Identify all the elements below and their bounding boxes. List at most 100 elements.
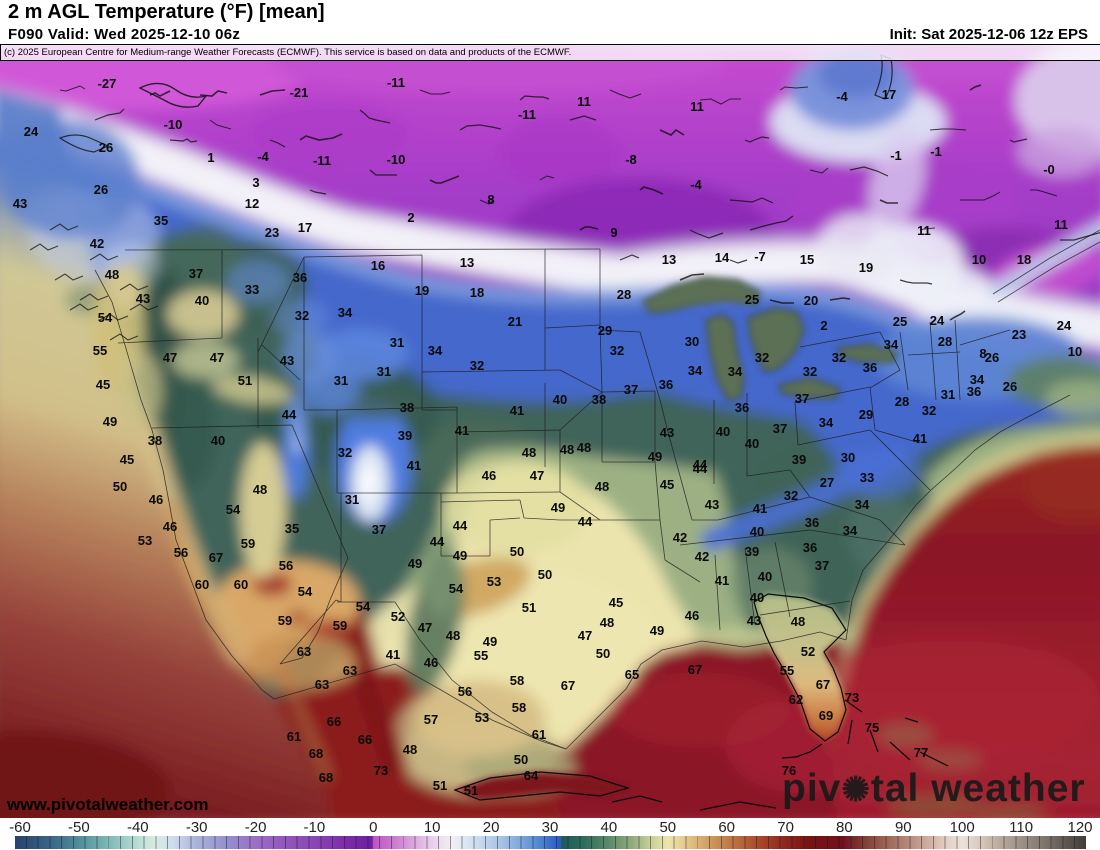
svg-text:44: 44	[693, 461, 708, 476]
svg-text:3: 3	[252, 175, 259, 190]
svg-text:42: 42	[90, 236, 104, 251]
svg-text:63: 63	[297, 644, 311, 659]
svg-text:48: 48	[791, 614, 805, 629]
svg-text:-1: -1	[890, 148, 902, 163]
svg-text:39: 39	[398, 428, 412, 443]
svg-text:31: 31	[334, 373, 348, 388]
svg-text:48: 48	[560, 442, 574, 457]
svg-text:38: 38	[400, 400, 414, 415]
svg-text:61: 61	[532, 727, 546, 742]
svg-text:38: 38	[592, 392, 606, 407]
svg-text:58: 58	[510, 673, 524, 688]
svg-text:47: 47	[210, 350, 224, 365]
svg-text:60: 60	[234, 577, 248, 592]
svg-text:37: 37	[795, 391, 809, 406]
svg-text:37: 37	[189, 266, 203, 281]
svg-text:46: 46	[482, 468, 496, 483]
svg-text:56: 56	[458, 684, 472, 699]
svg-text:48: 48	[577, 440, 591, 455]
svg-text:-21: -21	[290, 85, 309, 100]
svg-text:49: 49	[103, 414, 117, 429]
svg-text:40: 40	[750, 590, 764, 605]
svg-text:68: 68	[309, 746, 323, 761]
svg-text:59: 59	[241, 536, 255, 551]
svg-text:34: 34	[884, 337, 899, 352]
svg-text:29: 29	[859, 407, 873, 422]
svg-text:41: 41	[386, 647, 400, 662]
svg-text:38: 38	[148, 433, 162, 448]
svg-text:-10: -10	[387, 152, 406, 167]
svg-text:34: 34	[843, 523, 858, 538]
svg-text:55: 55	[780, 663, 794, 678]
svg-text:40: 40	[211, 433, 225, 448]
svg-text:26: 26	[94, 182, 108, 197]
svg-text:41: 41	[455, 423, 469, 438]
svg-text:43: 43	[660, 425, 674, 440]
svg-text:66: 66	[358, 732, 372, 747]
svg-text:49: 49	[453, 548, 467, 563]
svg-text:8: 8	[979, 346, 986, 361]
svg-text:13: 13	[460, 255, 474, 270]
svg-text:58: 58	[512, 700, 526, 715]
svg-text:37: 37	[773, 421, 787, 436]
svg-text:15: 15	[800, 252, 814, 267]
svg-text:34: 34	[728, 364, 743, 379]
svg-text:59: 59	[278, 613, 292, 628]
svg-text:43: 43	[705, 497, 719, 512]
svg-text:32: 32	[610, 343, 624, 358]
svg-text:50: 50	[596, 646, 610, 661]
svg-text:31: 31	[345, 492, 359, 507]
svg-text:32: 32	[784, 488, 798, 503]
svg-text:39: 39	[792, 452, 806, 467]
svg-text:-8: -8	[625, 152, 637, 167]
svg-text:10: 10	[1068, 344, 1082, 359]
svg-text:2: 2	[820, 318, 827, 333]
svg-text:40: 40	[195, 293, 209, 308]
svg-text:36: 36	[863, 360, 877, 375]
svg-text:26: 26	[1003, 379, 1017, 394]
svg-text:46: 46	[685, 608, 699, 623]
svg-text:46: 46	[149, 492, 163, 507]
svg-text:13: 13	[662, 252, 676, 267]
svg-text:19: 19	[415, 283, 429, 298]
svg-text:49: 49	[551, 500, 565, 515]
svg-text:69: 69	[819, 708, 833, 723]
svg-text:41: 41	[753, 501, 767, 516]
svg-text:50: 50	[510, 544, 524, 559]
svg-text:46: 46	[163, 519, 177, 534]
svg-text:33: 33	[245, 282, 259, 297]
svg-text:32: 32	[755, 350, 769, 365]
svg-text:36: 36	[803, 540, 817, 555]
svg-text:10: 10	[972, 252, 986, 267]
svg-text:59: 59	[333, 618, 347, 633]
svg-text:46: 46	[424, 655, 438, 670]
svg-text:37: 37	[372, 522, 386, 537]
svg-text:34: 34	[970, 372, 985, 387]
svg-text:41: 41	[715, 573, 729, 588]
svg-text:48: 48	[522, 445, 536, 460]
svg-text:31: 31	[377, 364, 391, 379]
svg-text:49: 49	[408, 556, 422, 571]
svg-text:26: 26	[985, 350, 999, 365]
svg-text:14: 14	[715, 250, 730, 265]
svg-text:20: 20	[804, 293, 818, 308]
svg-text:67: 67	[816, 677, 830, 692]
svg-text:48: 48	[105, 267, 119, 282]
svg-text:43: 43	[13, 196, 27, 211]
svg-text:34: 34	[819, 415, 834, 430]
svg-text:42: 42	[695, 549, 709, 564]
svg-text:39: 39	[745, 544, 759, 559]
svg-text:-11: -11	[313, 153, 331, 168]
svg-text:73: 73	[845, 690, 859, 705]
svg-text:48: 48	[253, 482, 267, 497]
svg-text:44: 44	[282, 407, 297, 422]
svg-text:50: 50	[514, 752, 528, 767]
svg-text:45: 45	[96, 377, 110, 392]
svg-text:54: 54	[356, 599, 371, 614]
svg-text:-11: -11	[518, 107, 536, 122]
svg-text:65: 65	[625, 667, 639, 682]
svg-text:-7: -7	[754, 249, 766, 264]
svg-text:67: 67	[561, 678, 575, 693]
svg-text:-4: -4	[257, 149, 269, 164]
svg-text:11: 11	[1054, 217, 1068, 232]
